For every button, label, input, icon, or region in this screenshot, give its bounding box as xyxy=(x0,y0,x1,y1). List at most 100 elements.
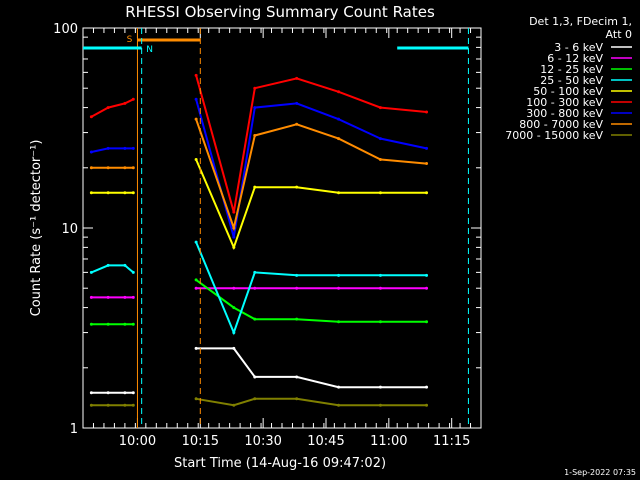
footer-timestamp: 1-Sep-2022 07:35 xyxy=(564,468,636,477)
series-point-1-2 xyxy=(123,295,127,299)
series-point-4-9 xyxy=(337,191,341,195)
series-point-1-7 xyxy=(253,286,257,290)
series-point-1-10 xyxy=(378,286,382,290)
y-axis-ticks: 1 10 100 xyxy=(53,22,481,437)
series-point-0-2 xyxy=(123,391,127,395)
series-point-7-3 xyxy=(131,166,135,170)
x-tick-label: 11:15 xyxy=(433,434,470,449)
series-point-3-2 xyxy=(123,263,127,267)
series-point-4-8 xyxy=(295,185,299,189)
x-axis-label: Start Time (14-Aug-16 09:47:02) xyxy=(174,456,386,471)
series-point-4-6 xyxy=(232,245,236,249)
series-point-3-7 xyxy=(253,270,257,274)
series-point-5-3 xyxy=(131,97,135,101)
series-point-5-0 xyxy=(89,115,93,119)
legend-label-4: 50 - 100 keV xyxy=(533,85,603,98)
series-point-5-8 xyxy=(295,76,299,80)
series-point-3-3 xyxy=(131,270,135,274)
series-point-2-0 xyxy=(89,322,93,326)
series-point-3-6 xyxy=(232,331,236,335)
x-tick-label: 10:45 xyxy=(307,434,344,449)
series-point-3-8 xyxy=(295,273,299,277)
series-point-2-9 xyxy=(337,320,341,324)
series-point-0-1 xyxy=(106,391,110,395)
series-point-1-5 xyxy=(194,286,198,290)
series-point-1-3 xyxy=(131,295,135,299)
legend-header-line-1: Det 1,3, FDecim 1, xyxy=(529,15,632,28)
series-point-3-0 xyxy=(89,270,93,274)
y-tick-label: 10 xyxy=(61,222,78,237)
x-tick-label: 11:00 xyxy=(370,434,407,449)
series-point-6-5 xyxy=(194,97,198,101)
y-tick-label: 1 xyxy=(70,422,78,437)
x-tick-label: 10:00 xyxy=(119,434,156,449)
series-point-2-5 xyxy=(194,278,198,282)
legend-label-0: 3 - 6 keV xyxy=(554,41,603,54)
legend-label-3: 25 - 50 keV xyxy=(540,74,603,87)
legend-label-2: 12 - 25 keV xyxy=(540,63,603,76)
series-point-8-11 xyxy=(425,403,429,407)
legend-label-1: 6 - 12 keV xyxy=(547,52,603,65)
series-point-6-1 xyxy=(106,146,110,150)
series-point-2-3 xyxy=(131,322,135,326)
legend-header-line-2: Att 0 xyxy=(606,28,632,41)
series-point-0-10 xyxy=(378,385,382,389)
series-point-6-0 xyxy=(89,150,93,154)
series-point-6-2 xyxy=(123,146,127,150)
series-point-5-10 xyxy=(378,106,382,110)
series-point-6-7 xyxy=(253,106,257,110)
series-line-3-0 xyxy=(91,264,134,274)
series-point-0-3 xyxy=(131,391,135,395)
series-point-7-0 xyxy=(89,166,93,170)
x-tick-label: 10:15 xyxy=(182,434,219,449)
series-point-7-1 xyxy=(106,166,110,170)
series-point-7-5 xyxy=(194,117,198,121)
series-point-7-6 xyxy=(232,226,236,230)
series-point-4-7 xyxy=(253,185,257,189)
series-point-1-11 xyxy=(425,286,429,290)
legend-label-5: 100 - 300 keV xyxy=(526,96,603,109)
legend-label-6: 300 - 800 keV xyxy=(526,107,603,120)
legend-label-7: 800 - 7000 keV xyxy=(519,118,603,131)
series-point-5-1 xyxy=(106,106,110,110)
series-point-6-8 xyxy=(295,101,299,105)
legend-label-8: 7000 - 15000 keV xyxy=(505,129,603,142)
series-point-8-7 xyxy=(253,397,257,401)
series-point-8-6 xyxy=(232,403,236,407)
series-point-2-8 xyxy=(295,317,299,321)
series-line-5-0 xyxy=(90,98,134,118)
series-point-2-11 xyxy=(425,320,429,324)
series-point-8-2 xyxy=(123,403,127,407)
series-point-3-10 xyxy=(378,273,382,277)
series-point-3-5 xyxy=(194,240,198,244)
series-point-5-5 xyxy=(194,73,198,77)
series-point-4-1 xyxy=(106,191,110,195)
series-point-8-10 xyxy=(378,403,382,407)
series-lines xyxy=(89,73,429,407)
series-point-2-10 xyxy=(378,320,382,324)
series-point-1-8 xyxy=(295,286,299,290)
series-line-6-0 xyxy=(91,147,134,153)
series-point-8-5 xyxy=(194,397,198,401)
y-axis-label: Count Rate (s⁻¹ detector⁻¹) xyxy=(29,140,44,317)
series-point-7-9 xyxy=(337,137,341,141)
series-point-0-0 xyxy=(89,391,93,395)
saa-label: S xyxy=(127,35,133,45)
series-point-1-9 xyxy=(337,286,341,290)
series-point-2-7 xyxy=(253,317,257,321)
series-point-7-2 xyxy=(123,166,127,170)
series-point-2-6 xyxy=(232,306,236,310)
series-point-5-9 xyxy=(337,90,341,94)
series-point-8-1 xyxy=(106,403,110,407)
series-point-2-2 xyxy=(123,322,127,326)
series-point-5-6 xyxy=(232,210,236,214)
series-point-4-3 xyxy=(131,191,135,195)
series-point-6-10 xyxy=(378,137,382,141)
series-point-7-11 xyxy=(425,162,429,166)
series-point-0-8 xyxy=(295,375,299,379)
series-point-0-7 xyxy=(253,375,257,379)
series-point-6-11 xyxy=(425,146,429,150)
series-point-2-1 xyxy=(106,322,110,326)
